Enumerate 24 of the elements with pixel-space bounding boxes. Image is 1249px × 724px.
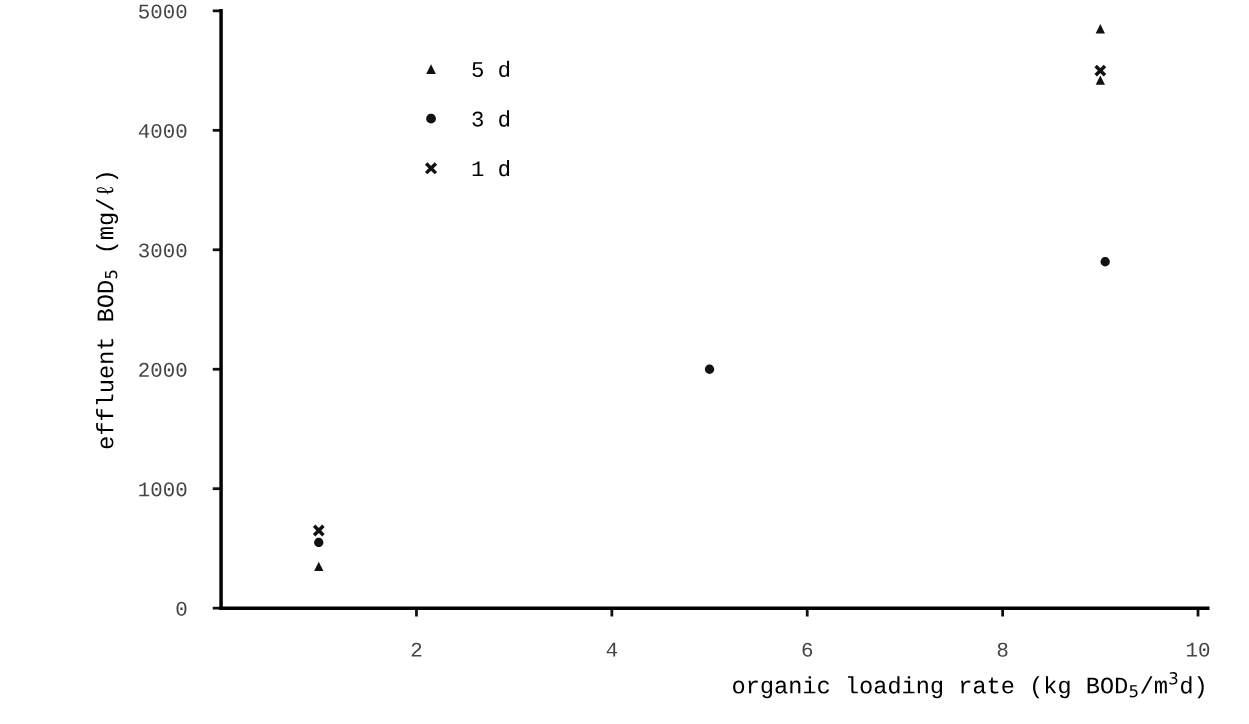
point — [1095, 75, 1105, 85]
y-tick-label: 0 — [176, 601, 187, 616]
point — [312, 524, 326, 537]
x-tick-label: 4 — [606, 642, 618, 657]
x-tick-label: 10 — [1187, 642, 1210, 657]
y-tick-label: 1000 — [139, 482, 187, 497]
x-tick-label: 6 — [802, 642, 813, 657]
point — [1093, 64, 1107, 77]
legend-label: 1 d — [472, 159, 510, 177]
x-tick-label: 8 — [997, 642, 1008, 657]
y-tick-label: 3000 — [139, 243, 187, 258]
y-tick-label: 2000 — [139, 362, 187, 377]
point — [704, 364, 715, 374]
text: effluent BOD$_{5}$ (mg/ℓ) — [96, 173, 119, 449]
y-tick-label: 5000 — [139, 4, 187, 19]
y-tick-label: 4000 — [138, 123, 187, 139]
legend-label: 5 d — [472, 60, 510, 78]
legend-label: 3 d — [472, 110, 510, 127]
point — [1095, 24, 1105, 34]
point — [314, 537, 324, 548]
point — [1100, 257, 1110, 267]
x-axis-title: organic loading rate (kg BOD$_{5}$/m$^{3}$d) — [733, 672, 1204, 699]
point — [314, 561, 324, 572]
x-tick-label: 2 — [411, 642, 422, 657]
